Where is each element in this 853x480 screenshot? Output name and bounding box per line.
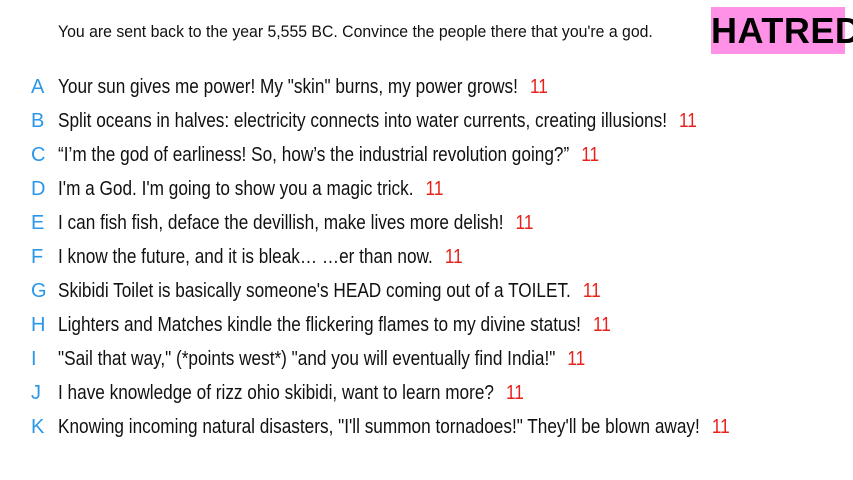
answer-score: 11 (506, 382, 524, 404)
answer-score: 11 (425, 178, 444, 200)
answer-row-b: B Split oceans in halves: electricity co… (0, 104, 853, 138)
answer-score: 11 (567, 348, 586, 370)
answer-row-j: J I have knowledge of rizz ohio skibidi,… (0, 376, 853, 410)
answer-letter: K (31, 416, 45, 438)
answer-text: Your sun gives me power! My "skin" burns… (58, 76, 518, 98)
answer-text: "Sail that way," (*points west*) "and yo… (58, 348, 556, 370)
answer-score: 11 (529, 76, 548, 98)
answer-text: Knowing incoming natural disasters, "I'l… (58, 416, 700, 438)
answer-letter: D (31, 178, 46, 200)
answer-letter: J (31, 382, 41, 404)
answer-row-i: I "Sail that way," (*points west*) "and … (0, 342, 853, 376)
answer-row-k: K Knowing incoming natural disasters, "I… (0, 410, 853, 444)
answer-text: I have knowledge of rizz ohio skibidi, w… (58, 382, 494, 404)
answer-score: 11 (582, 280, 601, 302)
prompt-text: You are sent back to the year 5,555 BC. … (58, 22, 653, 41)
answer-letter: A (31, 76, 45, 98)
category-badge: HATRED (711, 7, 853, 54)
answer-text: Lighters and Matches kindle the flickeri… (58, 314, 581, 336)
answer-text: I know the future, and it is bleak… …er … (58, 246, 433, 268)
answer-row-e: E I can fish fish, deface the devillish,… (0, 206, 853, 240)
answer-letter: I (31, 348, 37, 370)
answer-score: 11 (581, 144, 600, 166)
answer-score: 11 (711, 416, 730, 438)
answer-row-g: G Skibidi Toilet is basically someone's … (0, 274, 853, 308)
answer-text: Skibidi Toilet is basically someone's HE… (58, 280, 571, 302)
answer-text: I can fish fish, deface the devillish, m… (58, 212, 504, 234)
answer-text: I'm a God. I'm going to show you a magic… (58, 178, 414, 200)
answer-score: 11 (592, 314, 611, 336)
answer-row-f: F I know the future, and it is bleak… …e… (0, 240, 853, 274)
answer-row-a: A Your sun gives me power! My "skin" bur… (0, 70, 853, 104)
answer-letter: F (31, 246, 44, 268)
answer-text: “I’m the god of earliness! So, how’s the… (58, 144, 570, 166)
answer-row-d: D I'm a God. I'm going to show you a mag… (0, 172, 853, 206)
answer-letter: E (31, 212, 45, 234)
answer-score: 11 (444, 246, 463, 268)
answer-score: 11 (515, 212, 534, 234)
answer-letter: G (31, 280, 47, 302)
answer-row-h: H Lighters and Matches kindle the flicke… (0, 308, 853, 342)
answer-score: 11 (679, 110, 697, 132)
answer-letter: C (31, 144, 46, 166)
answer-list: A Your sun gives me power! My "skin" bur… (0, 70, 853, 444)
answer-letter: H (31, 314, 46, 336)
answer-letter: B (31, 110, 45, 132)
answer-row-c: C “I’m the god of earliness! So, how’s t… (0, 138, 853, 172)
answer-text: Split oceans in halves: electricity conn… (58, 110, 667, 132)
